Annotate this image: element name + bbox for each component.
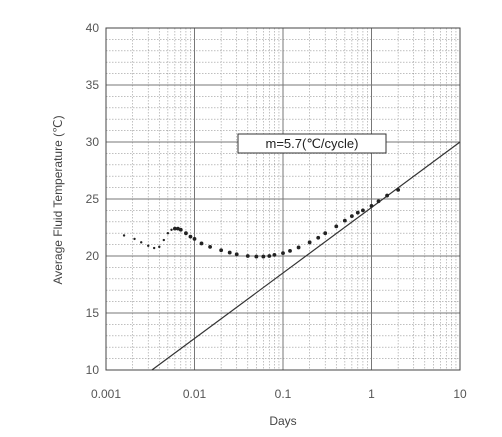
data-point (316, 235, 321, 240)
data-point (234, 252, 239, 257)
data-point (361, 208, 365, 213)
slope-annotation: m=5.7(℃/cycle) (266, 136, 359, 151)
data-point (176, 226, 180, 231)
x-tick-label: 0.1 (275, 387, 292, 401)
data-point (122, 234, 126, 237)
data-point (396, 187, 401, 192)
y-tick-label: 20 (86, 249, 100, 263)
fit-line (151, 141, 461, 371)
data-point (133, 237, 136, 241)
x-tick-label: 0.001 (91, 387, 121, 401)
data-point (147, 244, 150, 247)
data-point (261, 254, 266, 259)
data-point-series (122, 187, 401, 259)
data-point (172, 226, 177, 231)
data-point (267, 254, 272, 258)
plot-frame (105, 27, 461, 371)
y-tick-label: 10 (86, 363, 100, 377)
y-tick-labels: 10 15 20 25 30 35 40 (86, 21, 100, 377)
data-point (170, 228, 173, 231)
y-tick-label: 25 (86, 192, 100, 206)
data-point (140, 241, 143, 244)
y-axis-label: Average Fluid Temperature (℃) (51, 115, 65, 284)
data-point (245, 254, 250, 258)
data-point (342, 218, 347, 223)
data-point (376, 199, 381, 204)
data-point (369, 203, 374, 208)
data-point (288, 248, 292, 253)
data-point (355, 210, 360, 215)
data-point (307, 240, 312, 245)
y-tick-label: 40 (86, 21, 100, 35)
data-point (192, 237, 197, 241)
data-point (385, 193, 389, 198)
y-tick-label: 30 (86, 135, 100, 149)
fit-line-series (151, 141, 461, 371)
annotation-box: m=5.7(℃/cycle) (237, 133, 387, 154)
data-point (178, 227, 183, 232)
data-point (219, 248, 224, 253)
data-point (323, 231, 328, 236)
data-point (152, 246, 156, 250)
data-point (227, 250, 232, 255)
x-tick-label: 0.01 (183, 387, 207, 401)
x-tick-label: 1 (368, 387, 375, 401)
data-point (254, 254, 259, 259)
data-point (334, 224, 339, 229)
data-point (281, 251, 285, 256)
x-tick-label: 10 (453, 387, 467, 401)
data-point (199, 241, 204, 246)
data-point (272, 252, 277, 257)
data-point (188, 234, 193, 239)
y-tick-label: 15 (86, 306, 100, 320)
data-point (162, 238, 166, 242)
data-point (349, 214, 354, 219)
x-axis-label: Days (269, 414, 296, 428)
x-tick-labels: 0.001 0.01 0.1 1 10 (91, 387, 467, 401)
data-point (158, 245, 161, 249)
data-point (296, 245, 301, 250)
data-point (166, 232, 170, 235)
y-tick-label: 35 (86, 78, 100, 92)
data-point (208, 244, 212, 249)
data-point (184, 231, 188, 236)
